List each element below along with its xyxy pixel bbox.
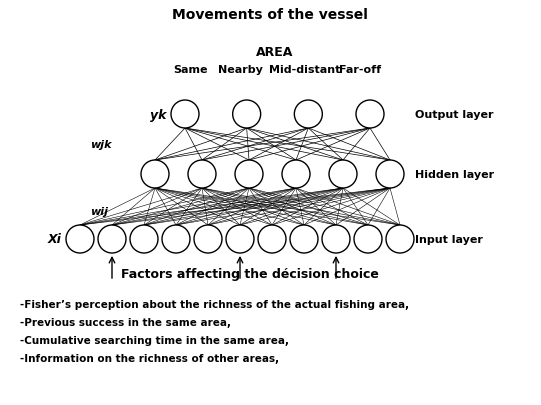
Text: -Cumulative searching time in the same area,: -Cumulative searching time in the same a… <box>20 335 289 345</box>
Text: AREA: AREA <box>256 45 294 58</box>
Text: Xi: Xi <box>48 233 62 246</box>
Circle shape <box>290 226 318 254</box>
Circle shape <box>322 226 350 254</box>
Circle shape <box>162 226 190 254</box>
Circle shape <box>329 161 357 189</box>
Text: Mid-distant: Mid-distant <box>269 65 341 75</box>
Circle shape <box>376 161 404 189</box>
Circle shape <box>171 101 199 129</box>
Text: Far-off: Far-off <box>339 65 381 75</box>
Circle shape <box>98 226 126 254</box>
Circle shape <box>294 101 322 129</box>
Text: wij: wij <box>90 207 108 217</box>
Circle shape <box>258 226 286 254</box>
Text: Same: Same <box>173 65 207 75</box>
Text: Input layer: Input layer <box>415 234 483 244</box>
Text: Factors affecting the décision choice: Factors affecting the décision choice <box>121 268 379 281</box>
Text: -Fisher’s perception about the richness of the actual fishing area,: -Fisher’s perception about the richness … <box>20 299 409 309</box>
Text: Hidden layer: Hidden layer <box>415 170 494 179</box>
Circle shape <box>66 226 94 254</box>
Circle shape <box>386 226 414 254</box>
Circle shape <box>226 226 254 254</box>
Circle shape <box>141 161 169 189</box>
Text: yk: yk <box>149 108 166 121</box>
Circle shape <box>233 101 261 129</box>
Circle shape <box>194 226 222 254</box>
Circle shape <box>188 161 216 189</box>
Text: -Information on the richness of other areas,: -Information on the richness of other ar… <box>20 353 279 363</box>
Text: Movements of the vessel: Movements of the vessel <box>172 8 368 22</box>
Circle shape <box>130 226 158 254</box>
Circle shape <box>282 161 310 189</box>
Circle shape <box>356 101 384 129</box>
Text: wjk: wjk <box>90 140 111 149</box>
Text: -Previous success in the same area,: -Previous success in the same area, <box>20 317 231 327</box>
Circle shape <box>235 161 263 189</box>
Text: Output layer: Output layer <box>415 110 493 120</box>
Circle shape <box>354 226 382 254</box>
Text: Nearby: Nearby <box>217 65 262 75</box>
